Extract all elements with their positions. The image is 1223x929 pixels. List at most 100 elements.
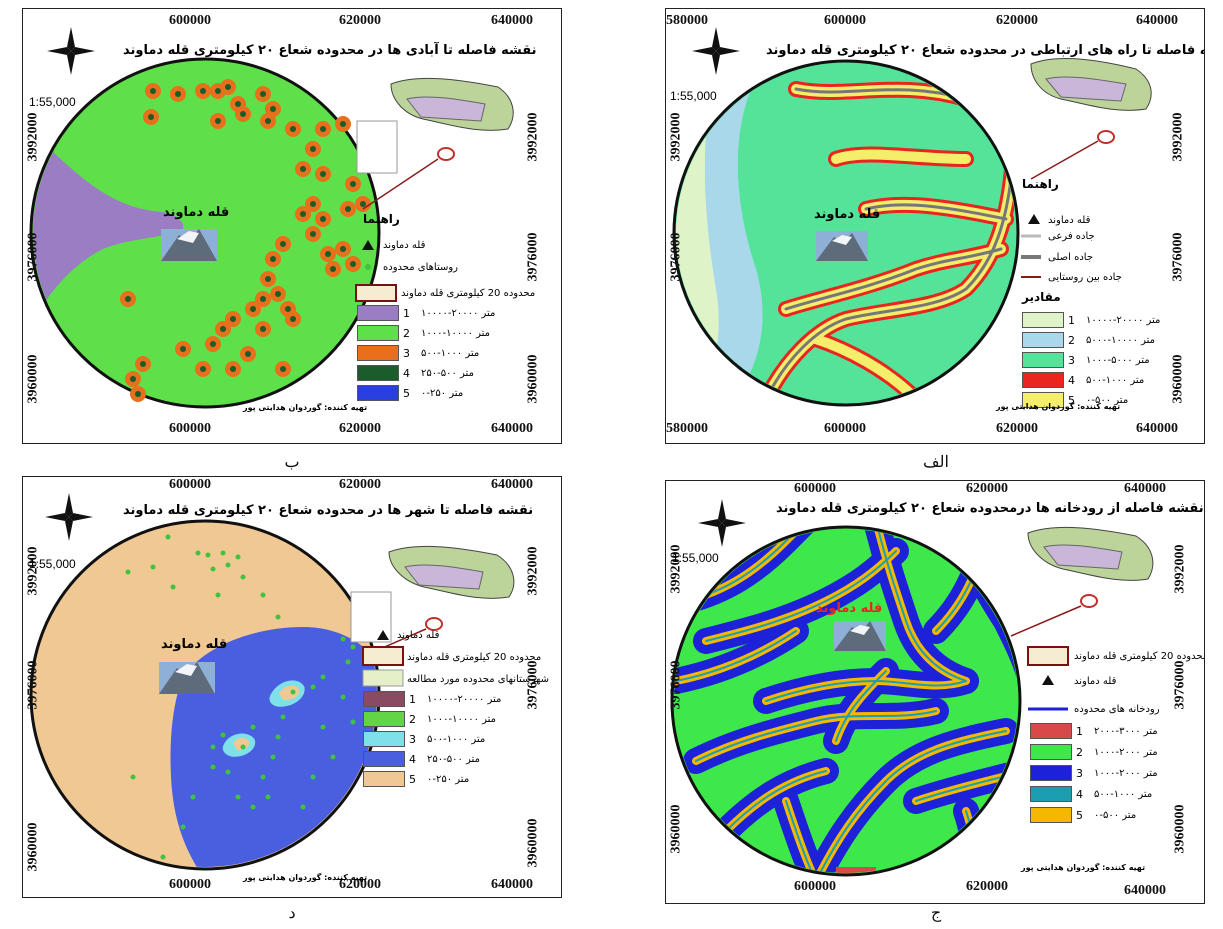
legend-class-5: 5 متر ۵۰۰-۰ (1022, 392, 1128, 408)
tick-x-bottom: 600000 (169, 421, 211, 436)
north-arrow-icon (45, 493, 93, 541)
legend-item: جاده اصلی (1048, 251, 1094, 263)
map-be (29, 27, 525, 409)
peak-label: قله دماوند (814, 207, 881, 222)
legend-class-4: 4 متر ۱۰۰۰-۵۰۰ (1022, 372, 1144, 388)
tick-y-right: 3976000 (1172, 660, 1188, 710)
north-arrow-icon (698, 499, 746, 547)
legend-item: محدوده 20 کیلومتری قله دماوند (401, 287, 536, 299)
tick-y-left: 3960000 (25, 822, 41, 872)
legend-class-1: 1 متر ۲۰۰۰۰-۱۰۰۰۰ (363, 691, 501, 707)
legend-swatch (1030, 786, 1072, 802)
legend-class-text: متر ۲۵۰-۰ (427, 773, 470, 785)
legend-class-number: 2 (409, 712, 416, 726)
legend-class-2: 2 متر ۱۰۰۰۰-۱۰۰۰ (363, 711, 496, 727)
north-arrow-icon (692, 27, 740, 75)
prepared-by: تهیه کننده: گوردوان هدایتی پور (996, 402, 1121, 411)
legend-class-number: 5 (409, 772, 416, 786)
legend-swatch (363, 711, 405, 727)
map-je (670, 499, 1162, 877)
village-symbol-icon (365, 264, 371, 270)
tick-x-bottom: 600000 (794, 879, 836, 894)
peak-triangle-icon (377, 630, 389, 640)
panel-be: 600000 620000 640000 600000 620000 64000… (22, 8, 562, 444)
legend-item: قله دماوند (1048, 214, 1091, 226)
panel-je: 600000 620000 640000 600000 620000 64000… (665, 480, 1205, 904)
tick-y-right: 3976000 (525, 232, 541, 282)
tick-y-left: 3976000 (668, 660, 684, 710)
legend-swatch (357, 325, 399, 341)
legend-class-3: 3 متر ۵۰۰۰-۱۰۰۰ (1022, 352, 1150, 368)
tick-y-left: 3992000 (25, 112, 41, 162)
legend-class-4: 4 متر ۵۰۰-۲۵۰ (357, 365, 474, 381)
legend-class-text: متر ۱۰۰۰-۵۰۰ (1086, 374, 1145, 386)
tick-x-top: 580000 (666, 13, 708, 28)
tick-y-right: 3992000 (1172, 544, 1188, 594)
legend-class-number: 4 (409, 752, 416, 766)
legend-class-text: متر ۲۰۰۰-۱۰۰۰ (1094, 746, 1158, 758)
legend-class-5: 5 متر ۲۵۰-۰ (357, 385, 463, 401)
legend-item: قله دماوند (1074, 675, 1117, 687)
map-title: نقشه فاصله تا راه های ارتباطی در محدوده … (766, 43, 1205, 58)
peak-triangle-icon (1042, 675, 1054, 685)
tick-x-bottom: 620000 (966, 879, 1008, 894)
panel-caption: ب (284, 452, 300, 471)
tick-y-right: 3960000 (525, 818, 541, 868)
legend-class-1: 1 متر ۳۰۰۰-۲۰۰۰ (1030, 723, 1158, 739)
legend-class-text: متر ۵۰۰۰-۱۰۰۰ (1086, 354, 1150, 366)
tick-x-bottom: 600000 (824, 421, 866, 436)
panel-alef: 580000 600000 620000 640000 580000 60000… (665, 8, 1205, 444)
legend-class-number: 2 (1076, 745, 1083, 759)
legend-item: محدوده 20 کیلومتری قله دماوند (1074, 650, 1205, 662)
tick-y-right: 3960000 (525, 354, 541, 404)
legend-class-number: 3 (403, 346, 410, 360)
legend-class-text: متر ۵۰۰-۰ (1094, 809, 1137, 821)
panel-caption: الف (923, 452, 949, 471)
legend-heading: راهنما (363, 212, 400, 226)
tick-y-right: 3960000 (1172, 804, 1188, 854)
tick-x-top: 640000 (491, 13, 533, 28)
north-arrow-icon (47, 27, 95, 75)
tick-x-bottom: 620000 (996, 421, 1038, 436)
legend-item: قله دماوند (397, 629, 440, 641)
legend-class-text: متر ۵۰۰-۲۵۰ (427, 753, 480, 765)
legend-class-number: 3 (1076, 766, 1083, 780)
legend-class-number: 4 (1068, 373, 1075, 387)
legend-swatch (1030, 807, 1072, 823)
tick-x-top: 640000 (1124, 481, 1166, 496)
legend-swatch (1030, 723, 1072, 739)
tick-x-top: 640000 (491, 477, 533, 492)
legend-swatch (357, 345, 399, 361)
prepared-by: تهیه کننده: گوردوان هدایتی پور (243, 403, 368, 412)
panel-dal: 600000 620000 640000 600000 620000 64000… (22, 476, 562, 898)
legend-item: رودخانه های محدوده (1074, 703, 1160, 715)
peak-label: قله دماوند (163, 205, 230, 220)
legend-swatch (357, 365, 399, 381)
tick-x-bottom: 620000 (339, 877, 381, 892)
legend-class-5: 5 متر ۲۵۰-۰ (363, 771, 469, 787)
legend-item: جاده فرعی (1048, 230, 1095, 242)
tick-x-top: 620000 (339, 13, 381, 28)
tick-y-left: 3960000 (25, 354, 41, 404)
legend-class-number: 3 (409, 732, 416, 746)
legend-class-text: متر ۲۰۰۰۰-۱۰۰۰۰ (421, 307, 496, 319)
mountain-photo (816, 231, 868, 261)
inset-map (356, 64, 525, 210)
legend-class-text: متر ۲۵۰-۰ (421, 387, 464, 399)
legend-swatch (1022, 372, 1064, 388)
map-title: نقشه فاصله تا آبادی ها در محدوده شعاع ۲۰… (123, 43, 537, 58)
scale-label: 1:55,000 (29, 95, 76, 109)
legend-class-3: 3 متر ۲۰۰۰-۱۰۰۰ (1030, 765, 1158, 781)
tick-x-bottom: 600000 (169, 877, 211, 892)
legend-class-number: 5 (1076, 808, 1083, 822)
legend-class-text: متر ۱۰۰۰۰-۵۰۰۰ (1086, 334, 1156, 346)
values-heading: مقادیر (1022, 290, 1061, 304)
legend-class-text: متر ۵۰۰-۲۵۰ (421, 367, 474, 379)
peak-triangle-icon (362, 240, 374, 250)
legend-class-2: 2 متر ۱۰۰۰۰-۱۰۰۰ (357, 325, 490, 341)
legend-swatch (357, 305, 399, 321)
legend-class-text: متر ۱۰۰۰-۵۰۰ (421, 347, 480, 359)
legend-class-5: 5 متر ۵۰۰-۰ (1030, 807, 1136, 823)
prepared-by: تهیه کننده: گوردوان هدایتی پور (243, 873, 368, 882)
tick-y-right: 3992000 (525, 112, 541, 162)
